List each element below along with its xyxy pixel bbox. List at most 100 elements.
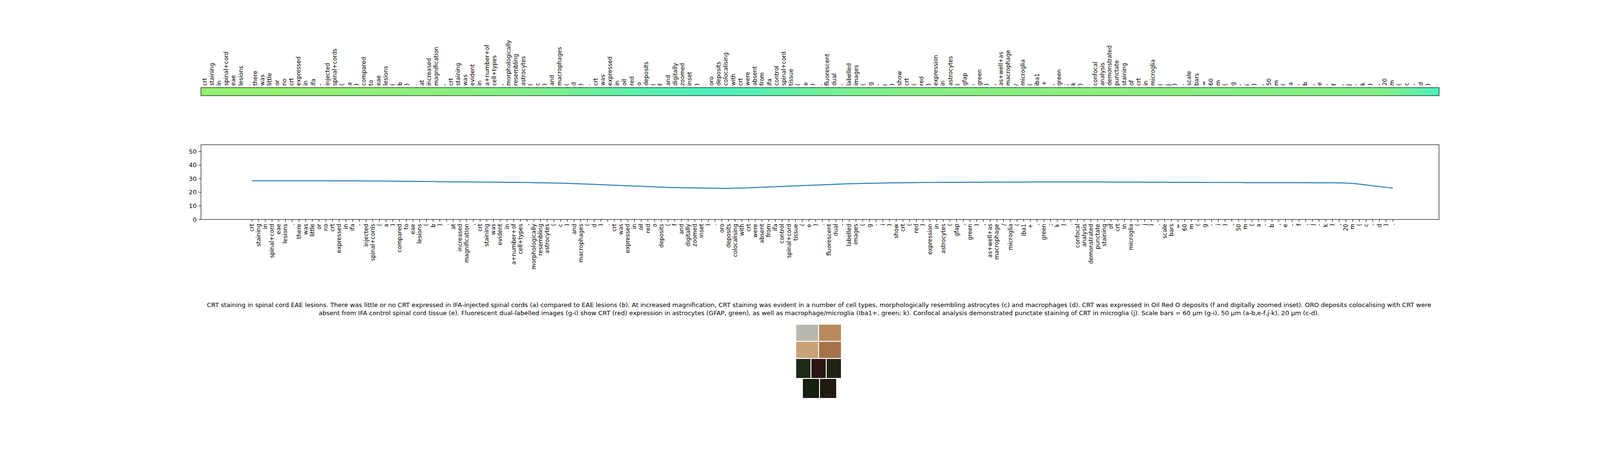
heat-label: g xyxy=(867,81,874,86)
heat-cell xyxy=(888,87,897,96)
heat-cell xyxy=(1170,87,1179,96)
heat-cell xyxy=(1344,87,1353,96)
heat-cell xyxy=(1388,87,1397,96)
heat-label: - xyxy=(1294,83,1302,86)
heat-label: e xyxy=(1316,82,1323,86)
heat-label: , xyxy=(968,83,976,86)
x-tick-label: was xyxy=(617,223,625,235)
heat-cell xyxy=(693,87,701,96)
x-tick-label: ) xyxy=(597,223,605,227)
x-tick xyxy=(781,219,783,222)
x-tick-label: i xyxy=(879,223,887,226)
heat-label: lesions xyxy=(237,65,245,86)
x-tick xyxy=(1238,219,1239,222)
heat-label: no xyxy=(280,78,288,86)
x-tick-label: c xyxy=(557,223,564,228)
heat-label: spinal+cords xyxy=(331,48,339,86)
x-tick xyxy=(1097,219,1098,222)
heat-label: - xyxy=(838,83,846,86)
x-tick-label: cell+types xyxy=(517,223,524,255)
heat-cell xyxy=(1142,87,1150,96)
heat-label: labelled xyxy=(845,63,853,86)
heat-label: and xyxy=(548,74,556,86)
heat-label: colocalising xyxy=(722,52,730,86)
x-tick xyxy=(265,219,266,222)
heat-label: crt xyxy=(1135,77,1142,86)
x-tick-label: ( xyxy=(1134,223,1141,227)
heat-label: staining xyxy=(454,62,462,86)
x-tick xyxy=(755,219,756,222)
heat-cell xyxy=(425,87,433,96)
heat-cell xyxy=(765,87,774,96)
x-tick-label: 60 xyxy=(1181,223,1189,231)
x-tick xyxy=(956,219,957,222)
heat-label: dual xyxy=(830,73,838,86)
heat-cell xyxy=(1287,87,1295,96)
x-tick xyxy=(889,219,890,222)
heat-label: j xyxy=(1164,84,1171,87)
y-tick-label: 40 xyxy=(188,161,197,169)
x-tick xyxy=(1311,219,1313,222)
x-tick xyxy=(1352,219,1353,222)
x-tick-label: digitally xyxy=(684,223,692,247)
heat-cell xyxy=(208,87,216,96)
heat-cell xyxy=(1229,87,1237,96)
heat-label: scale xyxy=(1185,70,1193,86)
x-tick-label: . xyxy=(604,223,611,226)
x-tick-label: a+number+of xyxy=(510,223,518,265)
heat-label: , xyxy=(440,83,447,86)
x-tick-label: gfap xyxy=(953,223,960,237)
x-tick-label: and xyxy=(678,223,685,235)
heat-label: ) xyxy=(693,83,701,86)
y-tick-label: 10 xyxy=(188,202,197,210)
heat-cell xyxy=(1272,87,1280,96)
x-tick-label: , xyxy=(1302,223,1310,226)
x-tick-label: ) xyxy=(812,223,820,227)
heat-label: ) xyxy=(1424,83,1432,86)
heat-cell xyxy=(1352,87,1360,96)
x-tick xyxy=(1218,219,1219,222)
heat-label: . xyxy=(584,83,592,86)
heat-cell xyxy=(881,87,890,96)
x-tick-label: d xyxy=(590,223,598,228)
x-tick-label: , xyxy=(1275,223,1282,226)
heat-label: fluorescent xyxy=(823,53,831,86)
x-tick-label: ) xyxy=(973,223,980,227)
x-tick-label: ; xyxy=(1047,223,1054,226)
heat-cell xyxy=(816,87,824,96)
x-tick xyxy=(1191,219,1192,222)
heat-cell xyxy=(852,87,860,96)
heat-cell xyxy=(418,87,426,96)
heat-cell xyxy=(533,87,542,96)
x-tick-label: f xyxy=(671,223,679,226)
x-tick-label: spinal+cords xyxy=(369,223,377,261)
heat-label: m xyxy=(1388,80,1396,86)
x-tick xyxy=(1258,219,1260,222)
x-tick-label: staining xyxy=(483,223,490,247)
x-tick xyxy=(1090,219,1091,222)
x-tick xyxy=(540,219,541,222)
heat-label: spinal+cord xyxy=(222,51,230,86)
heat-label: , xyxy=(1048,83,1056,86)
heat-cell xyxy=(1019,87,1027,96)
heatmap xyxy=(200,87,1440,96)
x-tick xyxy=(251,219,253,222)
x-tick xyxy=(412,219,414,222)
heat-label: crt xyxy=(903,77,910,86)
heat-cell xyxy=(222,87,231,96)
x-tick-label: was xyxy=(302,223,310,235)
heat-label: ( xyxy=(1026,83,1034,86)
heat-cell xyxy=(801,87,810,96)
heat-cell xyxy=(860,87,868,96)
heat-cell xyxy=(1084,87,1092,96)
heat-label: was xyxy=(259,74,266,86)
thumb-panel xyxy=(796,324,819,341)
heat-cell xyxy=(809,87,817,96)
x-tick-label: crt xyxy=(1114,223,1121,232)
x-tick xyxy=(1184,219,1186,222)
x-tick-label: ) xyxy=(1329,223,1336,227)
x-tick-label: deposits xyxy=(658,223,665,249)
x-tick xyxy=(788,219,790,222)
x-tick xyxy=(1298,219,1300,222)
heat-label: j xyxy=(1345,84,1352,87)
